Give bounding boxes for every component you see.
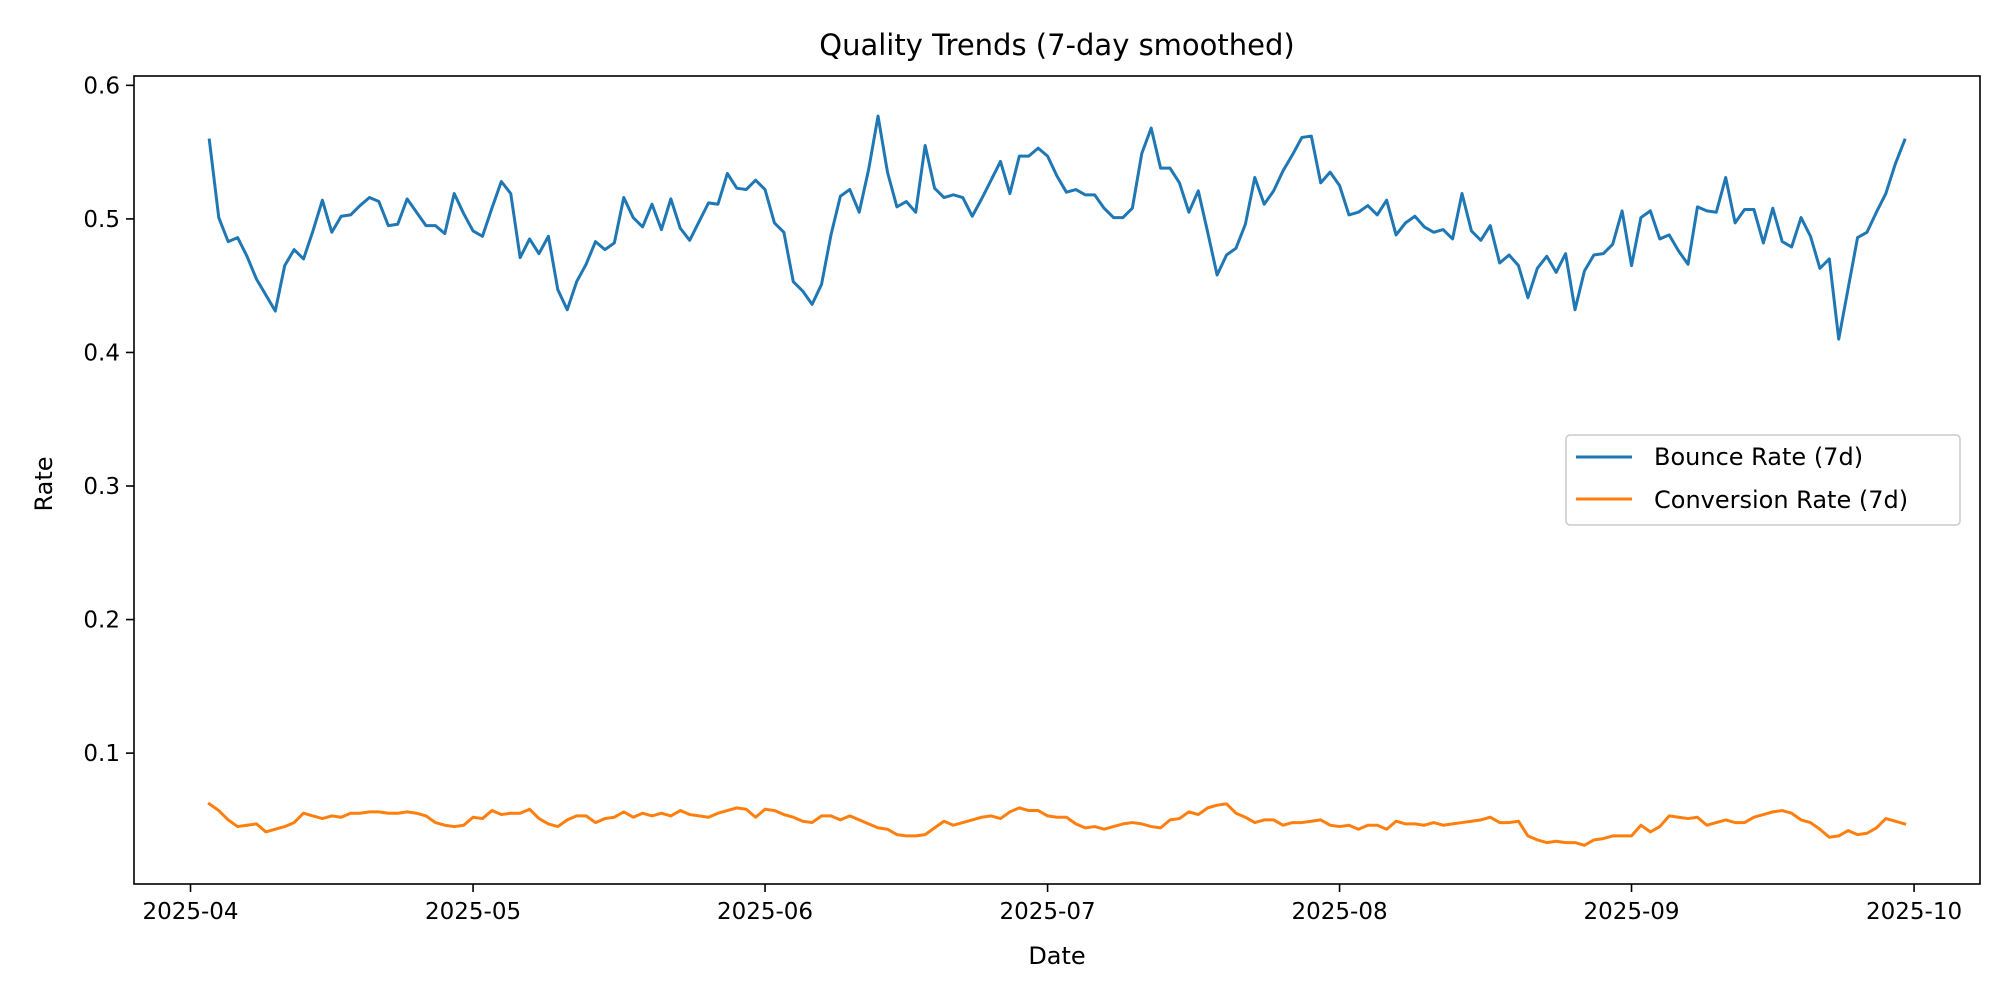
y-tick-label: 0.3 (83, 474, 120, 500)
legend-frame (1565, 434, 1961, 526)
x-tick-label: 2025-05 (425, 899, 521, 925)
legend-label-conversion-rate: Conversion Rate (7d) (1654, 486, 1908, 514)
plot-frame (133, 75, 1981, 885)
plot-area (133, 75, 1981, 885)
y-tick-label: 0.6 (83, 73, 120, 99)
x-tick-label: 2025-04 (142, 899, 238, 925)
x-tick-label: 2025-08 (1291, 899, 1387, 925)
x-axis-label: Date (1028, 942, 1085, 970)
x-axis: 2025-04 2025-05 2025-06 2025-07 2025-08 2025-… (142, 884, 1962, 925)
series-layer (207, 114, 1907, 847)
series-line-1 (207, 801, 1907, 847)
legend-label-bounce-rate: Bounce Rate (7d) (1654, 443, 1863, 471)
y-axis-label: Rate (30, 456, 58, 511)
y-tick-label: 0.4 (83, 340, 120, 366)
y-tick-label: 0.5 (83, 207, 120, 233)
x-tick-label: 2025-10 (1866, 899, 1962, 925)
y-axis: 0.1 0.2 0.3 0.4 0.5 0.6 (83, 73, 134, 767)
series-line-0 (207, 114, 1907, 341)
y-tick-label: 0.2 (83, 608, 120, 634)
x-tick-label: 2025-06 (717, 899, 813, 925)
chart-title: Quality Trends (7-day smoothed) (819, 28, 1294, 62)
legend: Bounce Rate (7d) Conversion Rate (7d) (1565, 434, 1961, 526)
y-tick-label: 0.1 (83, 741, 120, 767)
x-tick-label: 2025-07 (1000, 899, 1096, 925)
x-tick-label: 2025-09 (1583, 899, 1679, 925)
